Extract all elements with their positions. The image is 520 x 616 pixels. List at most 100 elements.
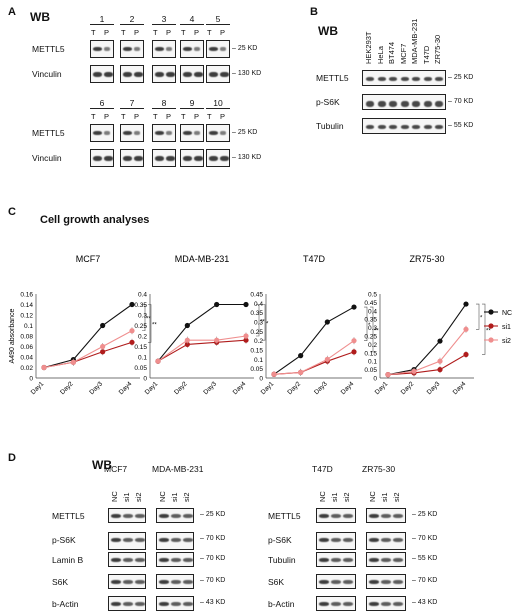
panel-d-blot	[316, 532, 356, 550]
blot-band	[400, 101, 409, 107]
data-point-si2	[129, 328, 135, 334]
blot-band	[393, 602, 403, 606]
y-tick-label: 0.35	[364, 317, 377, 324]
blot-band	[209, 156, 218, 161]
row-label-vinculin: Vinculin	[32, 153, 62, 163]
y-tick-label: 0.35	[250, 310, 263, 317]
y-tick-label: 0.05	[364, 367, 377, 374]
panel-d-blot	[366, 552, 406, 567]
blot-band	[369, 538, 379, 542]
x-tick-label: Day4	[232, 380, 248, 396]
y-tick-label: 0	[259, 376, 263, 383]
legend-label: si2	[502, 338, 511, 345]
data-point-NC	[243, 301, 249, 308]
vinculin-blot	[180, 149, 204, 167]
row-label: S6K	[268, 577, 285, 587]
blot-band	[171, 514, 181, 518]
blot-band	[435, 77, 443, 81]
vinculin-blot	[120, 149, 144, 167]
blot-band	[123, 558, 133, 562]
series-line-si2	[157, 335, 247, 362]
blot-band	[171, 558, 181, 562]
row-label: METTL5	[316, 73, 349, 83]
lane-t-label: T	[207, 112, 212, 121]
series-line-si1	[157, 339, 247, 362]
lane-p-label: P	[104, 28, 110, 37]
panel-d-blot	[156, 508, 194, 523]
data-point-si2	[437, 358, 443, 364]
kd-label: 43 KD	[200, 599, 225, 606]
blot-band	[166, 72, 175, 77]
lane-p-label: P	[134, 112, 140, 121]
row-label-vinculin: Vinculin	[32, 69, 62, 79]
data-point-si1	[351, 349, 357, 355]
sample-label: T47D	[421, 45, 431, 64]
y-tick-label: 0.4	[254, 301, 263, 308]
blot-band	[123, 602, 133, 606]
data-point-NC	[100, 322, 106, 329]
blot-band	[220, 47, 226, 51]
y-tick-label: 0.35	[134, 302, 147, 309]
row-label: METTL5	[52, 511, 85, 521]
kd-25: 25 KD	[232, 45, 257, 52]
panel-d-blot	[156, 574, 194, 589]
lane-number: 3	[152, 14, 176, 25]
blot-band	[209, 72, 218, 77]
kd-label: 25 KD	[448, 74, 473, 81]
lane-label: si1	[122, 492, 131, 502]
kd-label: 55 KD	[412, 555, 437, 562]
vinculin-blot	[152, 65, 176, 83]
lane-t-label: T	[181, 112, 186, 121]
y-tick-label: 0.5	[368, 292, 377, 299]
panel-d-blot	[108, 532, 146, 550]
chart-title: MDA-MB-231	[175, 254, 230, 264]
x-tick-label: Day3	[313, 380, 329, 396]
blot-band	[183, 131, 192, 135]
lane-p-label: P	[194, 28, 200, 37]
panel-c-letter: C	[8, 206, 16, 218]
blot-band	[435, 125, 443, 129]
blot-band	[159, 558, 169, 562]
blot-band	[194, 156, 203, 161]
blot-band	[331, 538, 341, 542]
data-point-NC	[214, 301, 220, 308]
lane-number: 4	[180, 14, 204, 25]
data-point-si2	[243, 333, 249, 339]
blot-band	[183, 558, 193, 562]
lane-t-label: T	[121, 112, 126, 121]
x-tick-label: Day2	[286, 380, 302, 396]
y-tick-label: 0.05	[250, 366, 263, 373]
panel-d-blot	[156, 596, 194, 611]
y-tick-label: 0.25	[250, 329, 263, 336]
row-label: Tubulin	[268, 555, 296, 565]
lane-p-label: P	[220, 112, 226, 121]
blot-band	[423, 101, 432, 107]
data-point-si1	[437, 367, 443, 373]
kd-label: 70 KD	[200, 555, 225, 562]
blot-band	[377, 101, 386, 107]
blot-band	[111, 558, 121, 562]
blot-band	[93, 72, 102, 77]
y-tick-label: 0.06	[20, 344, 33, 351]
x-tick-label: Day4	[118, 380, 134, 396]
row-label: b-Actin	[52, 599, 79, 609]
blot-band	[366, 125, 374, 129]
x-tick-label: Day3	[88, 380, 104, 396]
lane-t-label: T	[207, 28, 212, 37]
blot-band	[183, 156, 192, 161]
blot-band	[194, 47, 200, 51]
y-tick-label: 0.14	[20, 302, 33, 309]
blot-band	[135, 514, 145, 518]
lane-t-label: T	[121, 28, 126, 37]
y-tick-label: 0.45	[364, 300, 377, 307]
x-tick-label: Day1	[374, 380, 390, 396]
blot-band	[220, 156, 229, 161]
panel-b-wb-label: WB	[318, 24, 338, 38]
legend-marker	[488, 309, 494, 315]
panel-a-wb-label: WB	[30, 10, 50, 24]
blot-band	[166, 156, 175, 161]
blot-band	[331, 558, 341, 562]
y-tick-label: 0.3	[254, 320, 263, 327]
blot-band	[123, 47, 132, 51]
panel-d-blot	[316, 508, 356, 523]
